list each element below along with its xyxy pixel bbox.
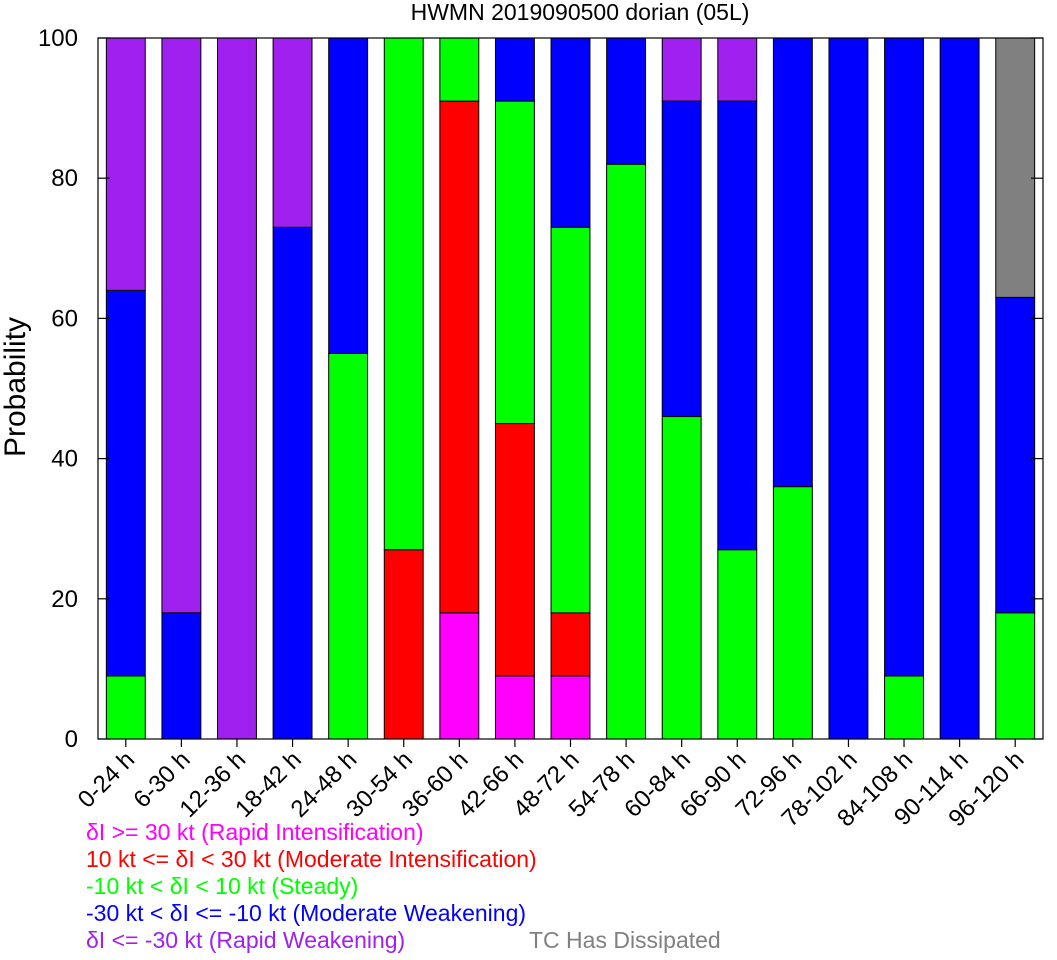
bar-segment-mw	[606, 37, 647, 165]
chart-title: HWMN 2019090500 dorian (05L)	[411, 0, 750, 25]
y-tick-label: 0	[65, 726, 78, 753]
legend: δI >= 30 kt (Rapid Intensification) 10 k…	[86, 819, 537, 954]
bar-segment-st	[494, 100, 535, 425]
bar-segment-mw	[272, 226, 313, 740]
bar-segment-st	[328, 352, 369, 740]
y-tick-label: 80	[51, 165, 78, 192]
legend-item-tc-dissipated: TC Has Dissipated	[529, 927, 721, 953]
bar-segment-st	[550, 226, 591, 614]
bars-layer	[105, 37, 1036, 740]
bar-segment-st	[105, 675, 146, 740]
bar-segment-mw	[939, 37, 980, 740]
legend-text: >= 30 kt (Rapid Intensification)	[105, 819, 424, 845]
y-axis-label: Probability	[0, 317, 32, 457]
bar-segment-mw	[828, 37, 869, 740]
bar-segment-mi	[383, 549, 424, 740]
bar-segment-st	[717, 549, 758, 740]
legend-symbol: δI	[169, 873, 189, 899]
bar-segment-st	[884, 675, 924, 740]
bar-segment-mw	[550, 37, 591, 228]
bar-segment-mw	[161, 612, 202, 740]
bar-segment-mw	[328, 37, 369, 354]
legend-symbol: δI	[86, 819, 106, 845]
bar-segment-mw	[717, 100, 758, 551]
bar-segment-st	[606, 163, 647, 740]
legend-item-rapid-intensification: δI >= 30 kt (Rapid Intensification)	[86, 819, 537, 846]
bar-segment-ri	[494, 675, 535, 740]
bar-segment-rw	[661, 37, 702, 102]
legend-text: < 10 kt (Steady)	[188, 873, 359, 899]
bar-segment-td	[995, 37, 1036, 298]
x-tick-label: 0-24 h	[73, 746, 140, 813]
legend-prefix: 10 kt <=	[86, 846, 176, 872]
legend-item-rapid-weakening: δI <= -30 kt (Rapid Weakening)	[86, 927, 537, 954]
bar-segment-st	[439, 37, 480, 102]
bar-segment-st	[661, 416, 702, 740]
y-tick-label: 60	[51, 305, 78, 332]
bar-segment-mw	[661, 100, 702, 418]
bar-segment-mw	[884, 37, 924, 677]
legend-symbol: δI	[86, 927, 106, 953]
bar-segment-mi	[494, 423, 535, 677]
legend-item-moderate-weakening: -30 kt < δI <= -10 kt (Moderate Weakenin…	[86, 900, 537, 927]
legend-item-steady: -10 kt < δI < 10 kt (Steady)	[86, 873, 537, 900]
legend-prefix: -10 kt <	[86, 873, 170, 899]
bar-segment-mw	[995, 296, 1036, 614]
legend-text: < 30 kt (Moderate Intensification)	[194, 846, 537, 872]
legend-symbol: δI	[169, 900, 189, 926]
bar-segment-mi	[550, 612, 591, 677]
bar-segment-mi	[439, 100, 480, 614]
bar-segment-ri	[550, 675, 591, 740]
bar-segment-st	[383, 37, 424, 551]
bar-segment-st	[995, 612, 1036, 740]
legend-item-moderate-intensification: 10 kt <= δI < 30 kt (Moderate Intensific…	[86, 846, 537, 873]
bar-segment-rw	[717, 37, 758, 102]
bar-segment-mw	[494, 37, 535, 102]
legend-symbol: δI	[175, 846, 195, 872]
y-tick-label: 20	[51, 586, 78, 613]
bar-segment-st	[772, 486, 813, 740]
bar-segment-rw	[105, 37, 146, 291]
bar-segment-mw	[105, 289, 146, 677]
legend-text: <= -10 kt (Moderate Weakening)	[188, 900, 527, 926]
bar-segment-ri	[439, 612, 480, 740]
bar-segment-rw	[272, 37, 313, 228]
legend-prefix: -30 kt <	[86, 900, 170, 926]
bar-segment-rw	[161, 37, 202, 614]
y-tick-label: 100	[38, 25, 78, 52]
bar-segment-rw	[217, 37, 257, 740]
legend-text: <= -30 kt (Rapid Weakening)	[105, 927, 406, 953]
y-tick-label: 40	[51, 446, 78, 473]
bar-segment-mw	[772, 37, 813, 488]
